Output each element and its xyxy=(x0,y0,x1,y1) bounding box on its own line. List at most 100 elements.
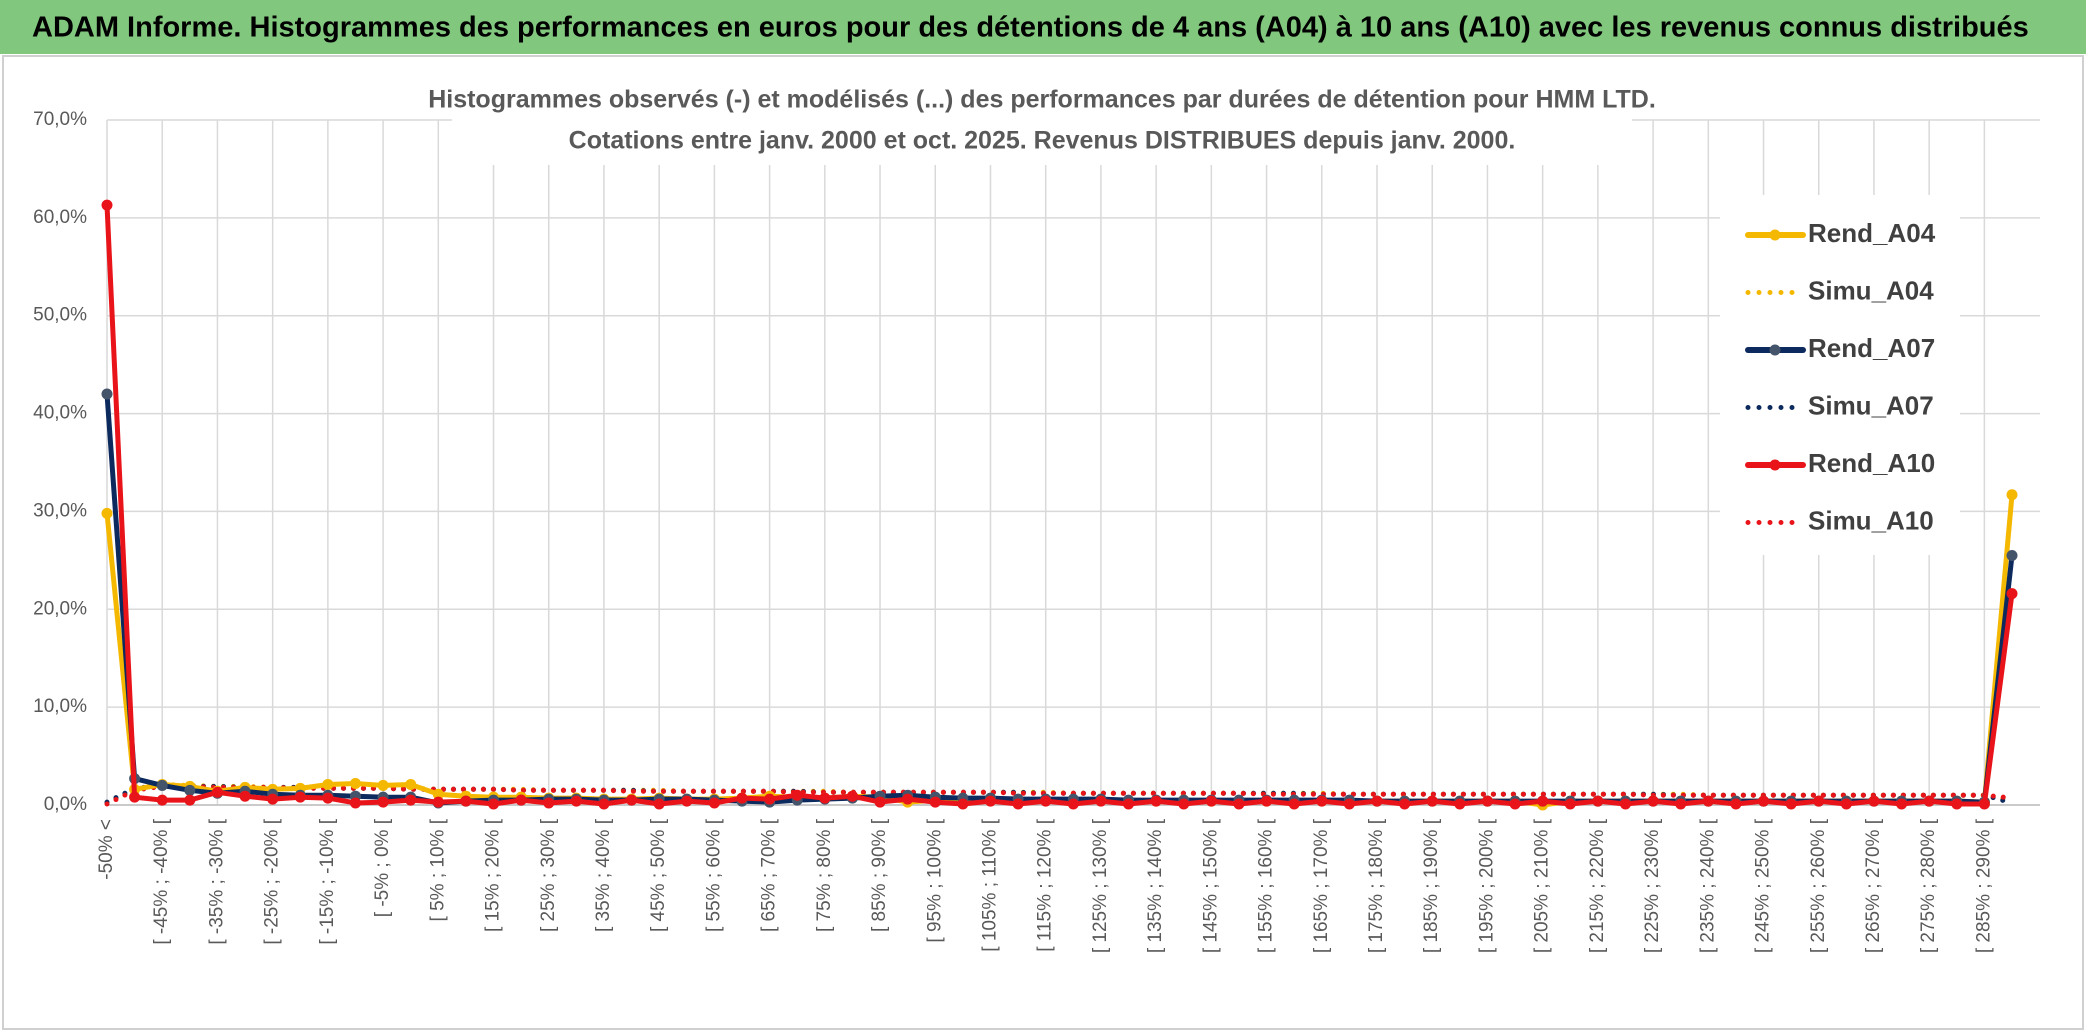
x-tick-label: [ 225% ; 230% [ xyxy=(1642,818,1663,953)
x-tick-label: [ 15% ; 20% [ xyxy=(483,818,504,932)
marker xyxy=(156,794,168,806)
x-tick-label: [ 215% ; 220% [ xyxy=(1587,818,1608,953)
x-tick-label: [ -15% ; -10% [ xyxy=(317,818,338,944)
x-tick-label: -50% < xyxy=(96,819,117,880)
marker xyxy=(349,777,361,789)
legend-bg xyxy=(1720,195,1960,555)
marker xyxy=(349,797,361,809)
marker xyxy=(294,791,306,803)
marker xyxy=(1592,795,1604,807)
marker xyxy=(322,778,334,790)
x-tick-label: [ 265% ; 270% [ xyxy=(1863,818,1884,953)
x-tick-label: [ 115% ; 120% [ xyxy=(1035,818,1056,951)
marker xyxy=(902,793,914,805)
x-tick-label: [ 195% ; 200% [ xyxy=(1476,818,1497,953)
marker xyxy=(984,795,996,807)
x-tick-label: [ 175% ; 180% [ xyxy=(1366,818,1387,953)
marker xyxy=(1343,798,1355,810)
marker xyxy=(377,779,389,791)
legend-marker xyxy=(1769,459,1781,471)
marker xyxy=(1040,795,1052,807)
x-tick-label: [ 25% ; 30% [ xyxy=(538,818,559,932)
marker xyxy=(267,793,279,805)
chart-frame xyxy=(2,55,2084,1030)
y-tick-label: 60,0% xyxy=(33,207,87,228)
marker xyxy=(322,792,334,804)
marker xyxy=(1537,795,1549,807)
x-tick-label: [ 285% ; 290% [ xyxy=(1973,818,1994,953)
legend-label: Rend_A07 xyxy=(1808,333,1935,363)
x-tick-label: [ 85% ; 90% [ xyxy=(869,818,890,932)
marker xyxy=(681,795,693,807)
x-tick-label: [ 185% ; 190% [ xyxy=(1421,818,1442,953)
y-tick-label: 20,0% xyxy=(33,598,87,619)
marker xyxy=(101,388,113,400)
chart-title: Histogrammes observés (-) et modélisés (… xyxy=(428,86,1656,114)
marker xyxy=(101,199,113,211)
x-tick-label: [ 145% ; 150% [ xyxy=(1200,818,1221,953)
y-tick-label: 70,0% xyxy=(33,109,87,130)
marker xyxy=(791,789,803,801)
y-tick-label: 0,0% xyxy=(44,794,87,815)
x-tick-label: [ 165% ; 170% [ xyxy=(1311,818,1332,953)
x-tick-label: [ 235% ; 240% [ xyxy=(1697,818,1718,953)
plot: 0,0% 10,0% 20,0% 30,0% 40,0% 50,0% 60,0% 70,0% -… xyxy=(33,109,2018,953)
marker xyxy=(156,779,168,791)
marker xyxy=(1675,798,1687,810)
marker xyxy=(570,795,582,807)
marker xyxy=(736,792,748,804)
marker xyxy=(432,796,444,808)
marker xyxy=(1978,798,1990,810)
marker xyxy=(1426,795,1438,807)
legend: Rend_A04 Simu_A04 Rend_A07 Simu_A07 Rend_A10… xyxy=(1720,195,1960,555)
marker xyxy=(1509,798,1521,810)
marker xyxy=(708,797,720,809)
x-tick-label: [ 65% ; 70% [ xyxy=(759,818,780,932)
marker xyxy=(211,786,223,798)
x-tick-label: [ 155% ; 160% [ xyxy=(1256,818,1277,953)
marker xyxy=(1730,798,1742,810)
header-bar xyxy=(0,0,2086,54)
marker xyxy=(1840,798,1852,810)
marker xyxy=(2006,588,2018,600)
marker xyxy=(598,798,610,810)
marker xyxy=(1923,795,1935,807)
marker xyxy=(1813,795,1825,807)
title-bg xyxy=(452,80,1632,165)
marker xyxy=(1150,795,1162,807)
marker xyxy=(1095,795,1107,807)
marker xyxy=(1454,798,1466,810)
marker xyxy=(626,794,638,806)
grid xyxy=(106,119,2040,806)
marker xyxy=(101,507,113,519)
marker xyxy=(1261,795,1273,807)
x-tick-label: [ -45% ; -40% [ xyxy=(151,818,172,944)
marker xyxy=(1481,795,1493,807)
x-tick-label: [ 45% ; 50% [ xyxy=(648,818,669,932)
rend-line xyxy=(104,202,2015,807)
marker xyxy=(377,796,389,808)
marker xyxy=(1012,798,1024,810)
marker xyxy=(515,794,527,806)
x-tick-label: [ 135% ; 140% [ xyxy=(1145,818,1166,953)
marker xyxy=(2006,549,2018,561)
marker xyxy=(1647,795,1659,807)
x-tick-label: [ -25% ; -20% [ xyxy=(262,818,283,944)
marker xyxy=(1067,798,1079,810)
x-tick-label: [ 255% ; 260% [ xyxy=(1808,818,1829,953)
x-tick-label: [ -35% ; -30% [ xyxy=(206,818,227,944)
marker xyxy=(1205,795,1217,807)
marker xyxy=(1951,798,1963,810)
legend-marker xyxy=(1769,344,1781,356)
legend-label: Simu_A10 xyxy=(1808,505,1934,535)
marker xyxy=(874,796,886,808)
x-tick-label: [ 5% ; 10% [ xyxy=(427,818,448,921)
y-tick-label: 40,0% xyxy=(33,403,87,424)
marker xyxy=(819,792,831,804)
marker xyxy=(2006,489,2018,501)
y-tick-label: 30,0% xyxy=(33,500,87,521)
x-tick-label: [ 245% ; 250% [ xyxy=(1753,818,1774,953)
marker xyxy=(488,798,500,810)
marker xyxy=(1785,798,1797,810)
